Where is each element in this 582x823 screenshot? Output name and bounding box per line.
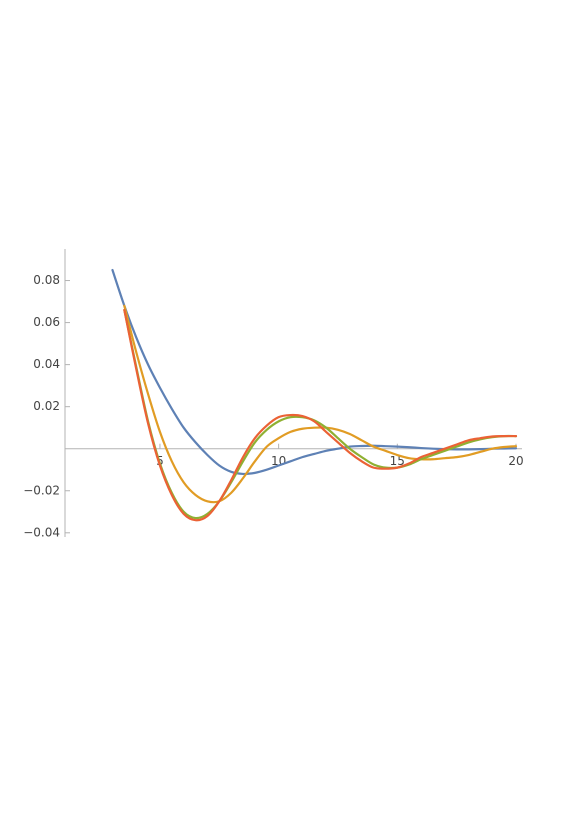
- y-tick-label: 0.02: [33, 399, 60, 413]
- line-series: [123, 308, 518, 522]
- x-tick-label: 20: [508, 454, 523, 468]
- y-tick-label: 0.06: [33, 315, 60, 329]
- y-tick-label: −0.02: [23, 483, 60, 497]
- line-series: [111, 268, 518, 476]
- x-tick-label: 15: [390, 454, 405, 468]
- y-tick-label: −0.04: [23, 525, 60, 539]
- y-tick-label: 0.08: [33, 273, 60, 287]
- line-series: [123, 304, 518, 504]
- line-series: [123, 308, 518, 520]
- y-tick-label: 0.04: [33, 357, 60, 371]
